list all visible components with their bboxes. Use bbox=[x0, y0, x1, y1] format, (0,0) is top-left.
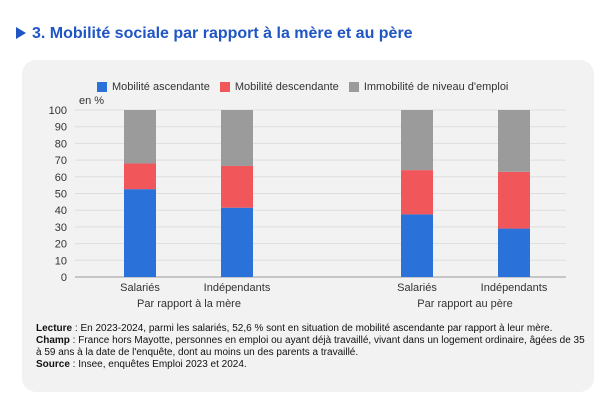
y-tick-label-20: 20 bbox=[55, 239, 67, 251]
bar-segment-1-series-3 bbox=[124, 110, 156, 164]
y-tick-label-10: 10 bbox=[55, 255, 67, 267]
x-tick-label-1: Salariés bbox=[120, 282, 160, 294]
x-tick-label-2: Indépendants bbox=[204, 282, 271, 294]
bar-segment-4-series-1 bbox=[498, 228, 530, 277]
note-lecture: Lecture : En 2023-2024, parmi les salari… bbox=[36, 323, 591, 335]
bar-segment-3-series-2 bbox=[401, 170, 433, 215]
legend-item-ascendante: Mobilité ascendante bbox=[97, 81, 210, 93]
note-source-text: : Insee, enquêtes Emploi 2023 et 2024. bbox=[69, 359, 247, 370]
legend-swatch-immobilite bbox=[348, 82, 359, 92]
legend-label-immobilite: Immobilité de niveau d'emploi bbox=[363, 81, 509, 93]
y-tick-label-30: 30 bbox=[55, 222, 67, 234]
y-tick-label-40: 40 bbox=[55, 205, 67, 217]
note-champ-text: : France hors Mayotte, personnes en empl… bbox=[36, 335, 585, 358]
legend-label-descendante: Mobilité descendante bbox=[234, 81, 339, 93]
note-lecture-text: : En 2023-2024, parmi les salariés, 52,6… bbox=[72, 323, 553, 334]
note-source-label: Source bbox=[36, 359, 70, 370]
note-lecture-label: Lecture bbox=[36, 323, 73, 334]
note-champ: Champ : France hors Mayotte, personnes e… bbox=[36, 335, 591, 359]
note-champ-label: Champ bbox=[36, 335, 70, 346]
y-tick-label-50: 50 bbox=[55, 189, 67, 201]
y-tick-label-60: 60 bbox=[55, 172, 67, 184]
bar-segment-3-series-3 bbox=[401, 110, 433, 171]
y-tick-label-100: 100 bbox=[49, 105, 67, 117]
legend-label-ascendante: Mobilité ascendante bbox=[112, 81, 210, 93]
y-tick-label-70: 70 bbox=[55, 155, 67, 167]
bar-segment-4-series-3 bbox=[498, 110, 530, 172]
y-unit-label: en % bbox=[79, 95, 104, 107]
bar-segment-4-series-2 bbox=[498, 171, 530, 229]
y-tick-label-80: 80 bbox=[55, 138, 67, 150]
legend-item-immobilite: Immobilité de niveau d'emploi bbox=[348, 81, 509, 93]
y-tick-label-90: 90 bbox=[55, 122, 67, 134]
chart-title-text: 3. Mobilité sociale par rapport à la mèr… bbox=[32, 25, 413, 42]
x-tick-label-3: Salariés bbox=[397, 282, 437, 294]
legend-swatch-descendante bbox=[219, 82, 230, 92]
bar-segment-1-series-1 bbox=[124, 189, 156, 277]
y-tick-label-0: 0 bbox=[61, 272, 67, 284]
triangle-icon bbox=[16, 27, 26, 39]
bar-segment-2-series-1 bbox=[221, 207, 253, 277]
bar-segment-2-series-3 bbox=[221, 110, 253, 166]
group-label-2: Par rapport au père bbox=[417, 298, 512, 310]
legend-swatch-ascendante bbox=[97, 82, 107, 92]
chart-title: 3. Mobilité sociale par rapport à la mèr… bbox=[16, 25, 413, 43]
bar-segment-1-series-2 bbox=[124, 163, 156, 190]
x-tick-label-4: Indépendants bbox=[481, 282, 548, 294]
bar-segment-3-series-1 bbox=[401, 214, 433, 277]
notes: Lecture : En 2023-2024, parmi les salari… bbox=[36, 323, 591, 371]
legend-item-descendante: Mobilité descendante bbox=[219, 81, 339, 93]
note-source: Source : Insee, enquêtes Emploi 2023 et … bbox=[36, 359, 591, 371]
group-label-1: Par rapport à la mère bbox=[137, 298, 241, 310]
bar-segment-2-series-2 bbox=[221, 165, 253, 208]
legend: Mobilité ascendante Mobilité descendante… bbox=[97, 81, 518, 93]
